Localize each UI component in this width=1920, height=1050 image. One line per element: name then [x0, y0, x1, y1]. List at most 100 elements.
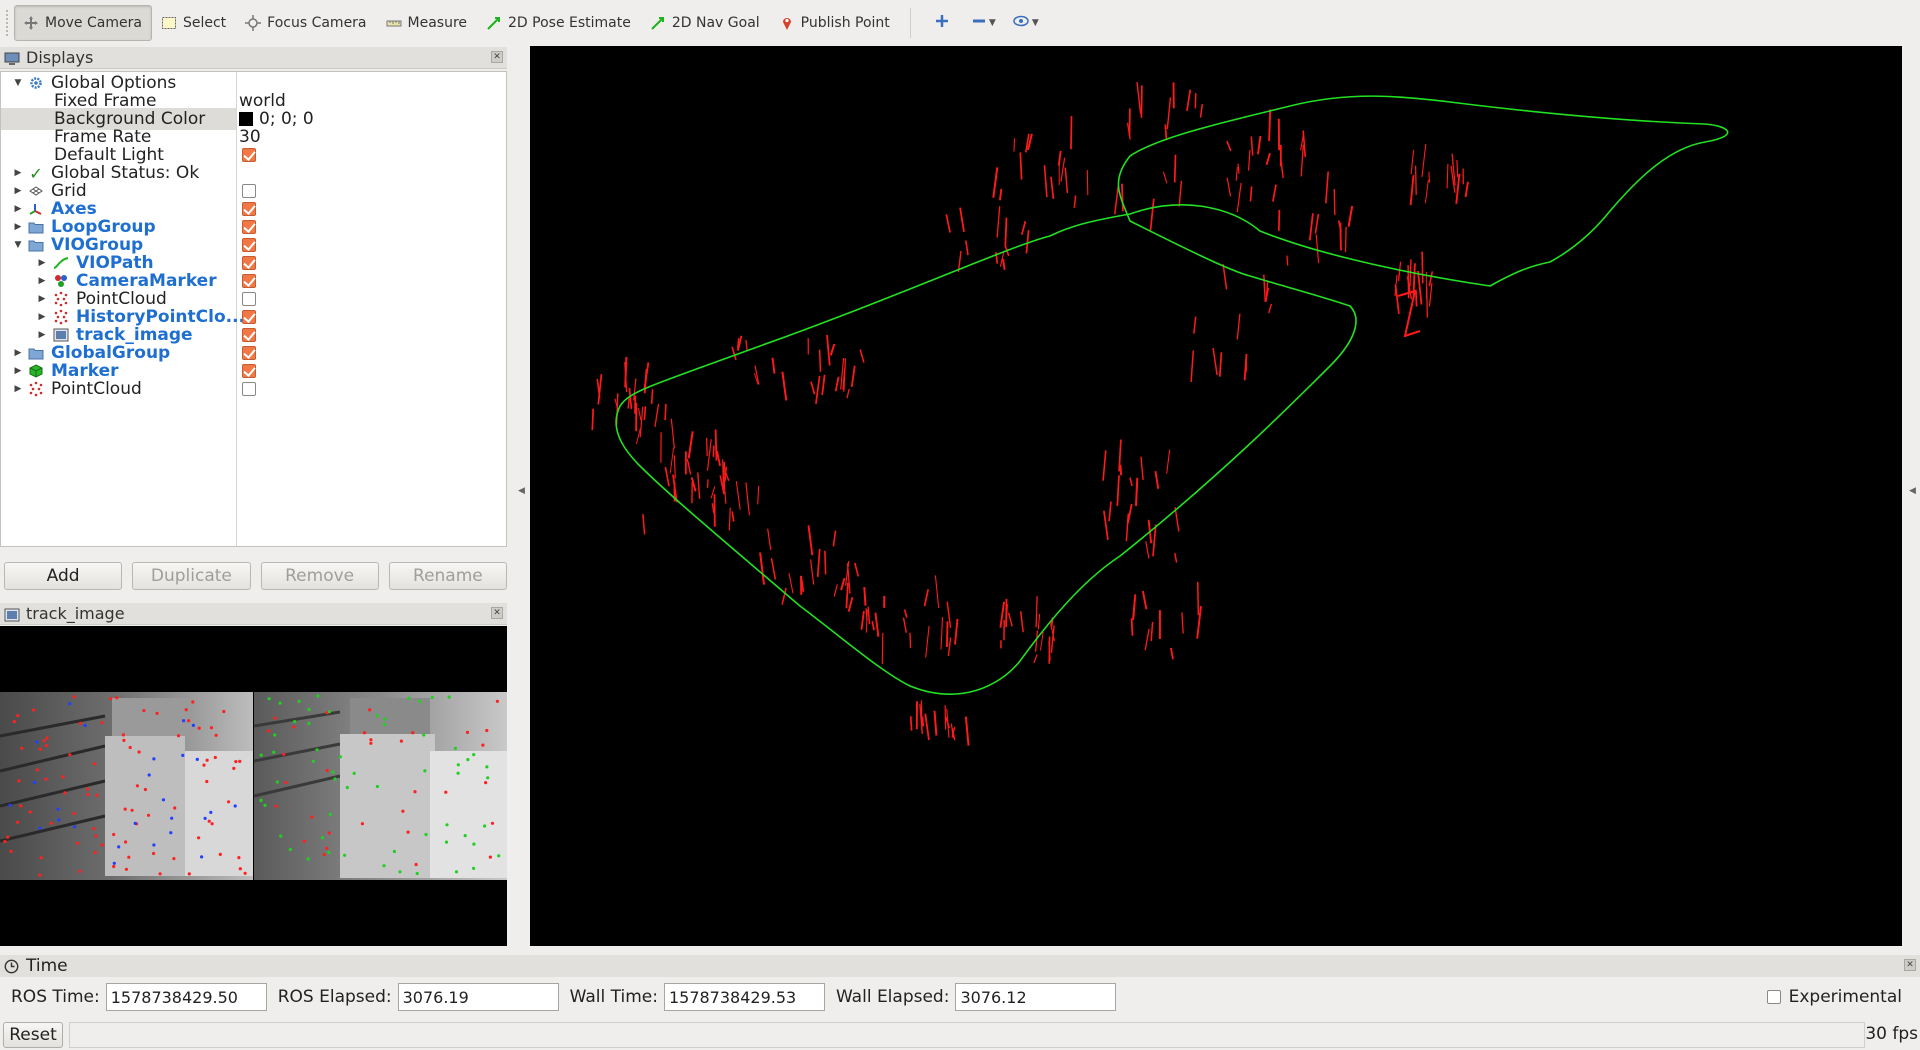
wall-elapsed-field[interactable]: 3076.12	[955, 983, 1117, 1011]
landmark-stroke	[1144, 628, 1150, 651]
select-tool[interactable]: Select	[152, 5, 236, 41]
publish-point-tool[interactable]: Publish Point	[770, 5, 900, 41]
landmark-stroke	[818, 349, 822, 372]
close-icon[interactable]: ✕	[491, 607, 503, 619]
collapsed-arrow-icon[interactable]: ▶	[14, 186, 22, 196]
feature-point	[35, 768, 40, 772]
track-image-title-label: track_image	[26, 604, 125, 623]
feature-point	[327, 710, 331, 714]
tree-row-global-group[interactable]: ▶ GlobalGroup	[1, 342, 506, 364]
landmark-stroke	[1140, 456, 1144, 480]
feature-point	[454, 870, 459, 874]
landmark-stroke	[1086, 169, 1089, 196]
experimental-checkbox[interactable]	[1766, 990, 1781, 1004]
feature-point	[497, 854, 501, 858]
collapsed-arrow-icon[interactable]: ▶	[38, 276, 46, 286]
nav-goal-tool[interactable]: 2D Nav Goal	[641, 5, 770, 41]
ros-elapsed-field[interactable]: 3076.19	[397, 983, 559, 1011]
scene-canvas[interactable]	[530, 46, 1902, 946]
left-splitter[interactable]: ◀	[514, 46, 528, 950]
collapsed-arrow-icon[interactable]: ▶	[38, 312, 46, 322]
collapsed-arrow-icon[interactable]: ▶	[14, 204, 22, 214]
collapsed-arrow-icon[interactable]: ▶	[14, 222, 22, 232]
tree-row-camera-marker[interactable]: ▶ CameraMarker	[1, 270, 506, 292]
tree-row-point-cloud[interactable]: ▶ PointCloud	[1, 288, 506, 310]
landmark-stroke	[934, 575, 940, 608]
wall-time-field[interactable]: 1578738429.53	[663, 983, 825, 1011]
loop-group-checkbox[interactable]	[242, 220, 256, 234]
point-cloud-global-checkbox[interactable]	[242, 382, 256, 396]
collapse-left-icon[interactable]: ◀	[518, 486, 525, 496]
move-camera-tool[interactable]: Move Camera	[14, 5, 152, 41]
render-3d-view[interactable]	[530, 46, 1902, 946]
global-group-checkbox[interactable]	[242, 346, 256, 360]
collapsed-arrow-icon[interactable]: ▶	[14, 168, 22, 178]
feature-point	[133, 821, 137, 825]
background-color-value[interactable]: 0; 0; 0	[239, 109, 314, 129]
expanded-arrow-icon[interactable]: ▼	[14, 240, 22, 250]
tree-row-history-point-cloud[interactable]: ▶ HistoryPointClo...	[1, 306, 506, 328]
add-button[interactable]: Add	[4, 562, 123, 590]
track-image-checkbox[interactable]	[242, 328, 256, 342]
landmark-stroke	[1339, 222, 1342, 251]
close-icon[interactable]: ✕	[1904, 959, 1916, 971]
tree-row-loop-group[interactable]: ▶ LoopGroup	[1, 216, 506, 238]
view-options-button[interactable]: ▼	[1005, 5, 1047, 41]
measure-tool[interactable]: Measure	[377, 5, 478, 41]
marker-checkbox[interactable]	[242, 364, 256, 378]
pose-estimate-tool[interactable]: 2D Pose Estimate	[477, 5, 641, 41]
feature-point	[472, 842, 476, 846]
landmark-stroke	[1308, 213, 1314, 241]
grid-checkbox[interactable]	[242, 184, 256, 198]
tree-row-vio-group[interactable]: ▼ VIOGroup	[1, 234, 506, 256]
collapsed-arrow-icon[interactable]: ▶	[38, 330, 46, 340]
tree-row-track-image[interactable]: ▶ track_image	[1, 324, 506, 346]
history-point-cloud-checkbox[interactable]	[242, 310, 256, 324]
remove-button[interactable]: Remove	[260, 562, 379, 590]
feature-point	[92, 827, 96, 831]
column-divider[interactable]	[236, 72, 237, 546]
landmark-stroke	[865, 609, 868, 633]
collapsed-arrow-icon[interactable]: ▶	[14, 384, 22, 394]
tree-row-axes[interactable]: ▶ Axes	[1, 198, 506, 220]
feature-point	[484, 781, 488, 785]
collapsed-arrow-icon[interactable]: ▶	[38, 258, 46, 268]
tree-row-point-cloud-global[interactable]: ▶ PointCloud	[1, 378, 506, 400]
rename-button[interactable]: Rename	[388, 562, 507, 590]
tree-row-marker[interactable]: ▶ Marker	[1, 360, 506, 382]
feature-point	[112, 861, 116, 865]
landmark-stroke	[781, 371, 788, 401]
tree-row-vio-path[interactable]: ▶ VIOPath	[1, 252, 506, 274]
reset-button[interactable]: Reset	[3, 1022, 63, 1048]
remove-tool-button[interactable]: ▼	[963, 5, 1005, 41]
camera-marker-checkbox[interactable]	[242, 274, 256, 288]
experimental-toggle[interactable]: Experimental	[1766, 987, 1902, 1007]
ros-time-field[interactable]: 1578738429.50	[105, 983, 267, 1011]
feature-point	[311, 759, 315, 763]
tree-row-background-color[interactable]: Background Color 0; 0; 0	[1, 108, 506, 130]
focus-camera-tool[interactable]: Focus Camera	[236, 5, 376, 41]
close-icon[interactable]: ✕	[491, 51, 503, 63]
default-light-checkbox[interactable]	[242, 148, 256, 162]
expanded-arrow-icon[interactable]: ▼	[14, 78, 22, 88]
axes-checkbox[interactable]	[242, 202, 256, 216]
tree-row-default-light[interactable]: Default Light	[1, 144, 506, 166]
tree-row-frame-rate[interactable]: Frame Rate 30	[1, 126, 506, 148]
toolbar-grip[interactable]	[6, 10, 10, 36]
point-cloud-checkbox[interactable]	[242, 292, 256, 306]
collapsed-arrow-icon[interactable]: ▶	[14, 366, 22, 376]
tree-row-global-options[interactable]: ▼ Global Options	[1, 72, 506, 94]
frame-rate-value[interactable]: 30	[239, 127, 261, 147]
vio-path-checkbox[interactable]	[242, 256, 256, 270]
collapsed-arrow-icon[interactable]: ▶	[38, 294, 46, 304]
fixed-frame-value[interactable]: world	[239, 91, 286, 111]
right-splitter[interactable]: ◀	[1904, 46, 1920, 946]
tree-row-fixed-frame[interactable]: Fixed Frame world	[1, 90, 506, 112]
vio-group-checkbox[interactable]	[242, 238, 256, 252]
tree-row-grid[interactable]: ▶ Grid	[1, 180, 506, 202]
add-tool-button[interactable]	[921, 5, 963, 41]
duplicate-button[interactable]: Duplicate	[132, 562, 251, 590]
collapse-right-icon[interactable]: ◀	[1909, 486, 1916, 496]
tree-row-global-status[interactable]: ▶ ✓ Global Status: Ok	[1, 162, 506, 184]
collapsed-arrow-icon[interactable]: ▶	[14, 348, 22, 358]
